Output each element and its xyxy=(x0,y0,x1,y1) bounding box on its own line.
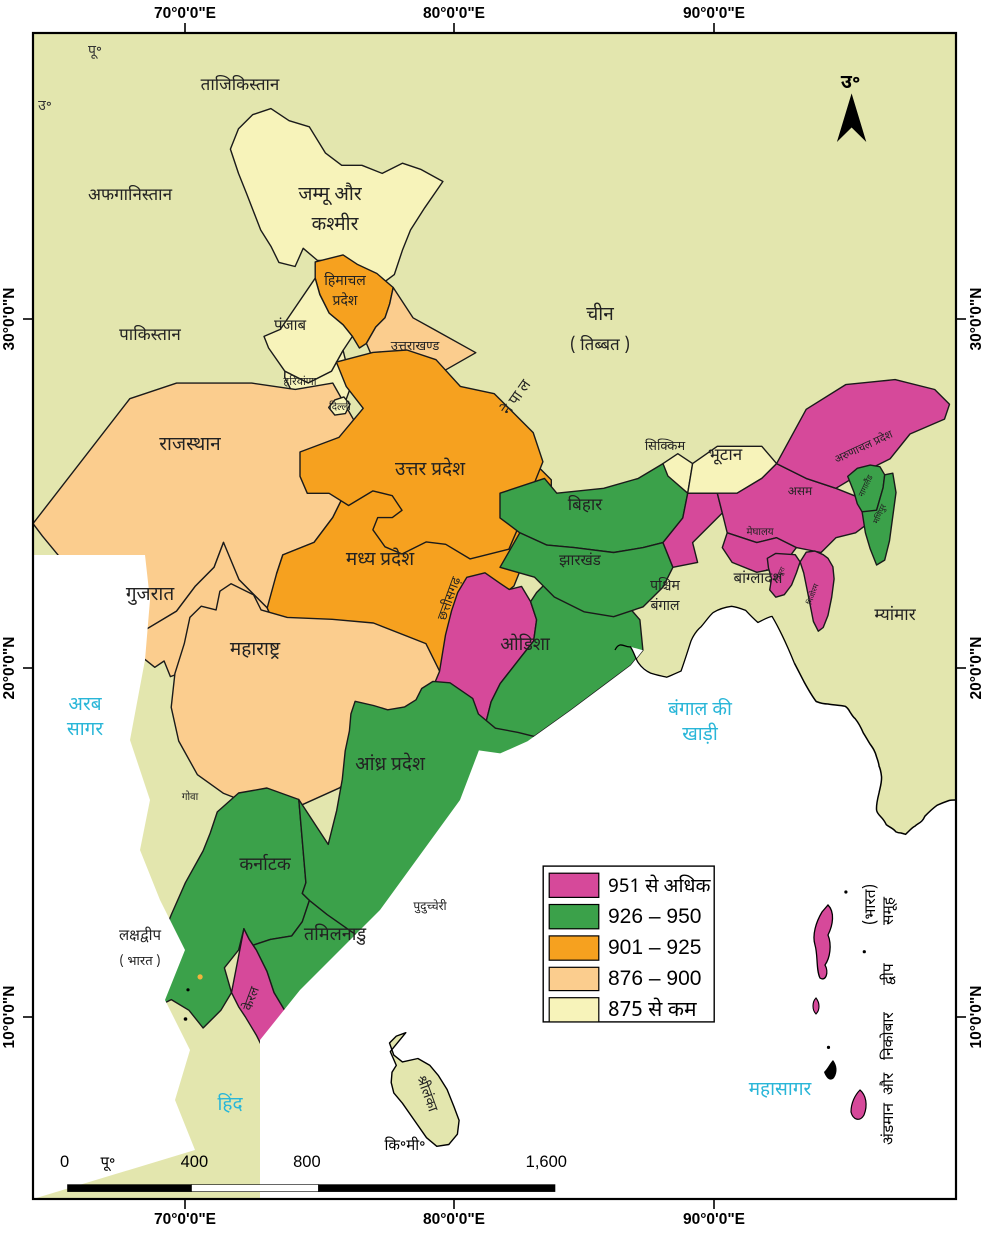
svg-text:400: 400 xyxy=(181,1153,209,1171)
svg-text:पू॰: पू॰ xyxy=(88,42,102,61)
svg-text:20°0'0"N: 20°0'0"N xyxy=(968,637,985,700)
svg-text:80°0'0"E: 80°0'0"E xyxy=(423,5,485,22)
svg-text:0: 0 xyxy=(60,1153,69,1171)
svg-text:प्रदेश: प्रदेश xyxy=(333,291,358,311)
svg-text:उ॰: उ॰ xyxy=(841,71,861,96)
svg-text:निकोबार: निकोबार xyxy=(879,1012,900,1060)
svg-text:कश्मीर: कश्मीर xyxy=(312,213,360,238)
svg-text:मेघालय: मेघालय xyxy=(746,526,773,540)
svg-text:10°0'0"N: 10°0'0"N xyxy=(1,986,18,1049)
svg-text:मध्य प्रदेश: मध्य प्रदेश xyxy=(346,547,415,573)
svg-text:तमिलनाडु: तमिलनाडु xyxy=(304,924,367,948)
svg-text:भूटान: भूटान xyxy=(708,445,743,467)
svg-text:कि॰मी॰: कि॰मी॰ xyxy=(384,1137,425,1157)
svg-text:सागर: सागर xyxy=(67,718,104,743)
svg-text:30°0'0"N: 30°0'0"N xyxy=(1,288,18,351)
svg-text:अरब: अरब xyxy=(68,693,102,718)
svg-text:( तिब्बत ): ( तिब्बत ) xyxy=(570,334,630,357)
svg-text:पुदुच्चेरी: पुदुच्चेरी xyxy=(413,898,447,915)
svg-text:महासागर: महासागर xyxy=(749,1078,813,1103)
svg-text:बिहार: बिहार xyxy=(568,494,604,517)
svg-text:हरियांणा: हरियांणा xyxy=(283,375,316,390)
svg-text:द्वीप: द्वीप xyxy=(879,962,900,985)
svg-text:गुजरात: गुजरात xyxy=(126,583,175,608)
svg-text:951 से अधिक: 951 से अधिक xyxy=(608,874,711,900)
svg-text:बंगाल की: बंगाल की xyxy=(668,697,733,723)
svg-text:800: 800 xyxy=(293,1153,321,1171)
svg-text:पश्चिम: पश्चिम xyxy=(650,577,680,596)
svg-text:सिक्किम: सिक्किम xyxy=(645,438,686,456)
svg-text:पंजाब: पंजाब xyxy=(274,317,307,337)
svg-text:जम्मू और: जम्मू और xyxy=(298,183,363,208)
svg-text:पू॰: पू॰ xyxy=(101,1155,116,1174)
svg-text:10°0'0"N: 10°0'0"N xyxy=(968,986,985,1049)
svg-text:लक्षद्वीप: लक्षद्वीप xyxy=(119,927,161,947)
svg-text:महाराष्ट्र: महाराष्ट्र xyxy=(230,638,281,663)
svg-text:70°0'0"E: 70°0'0"E xyxy=(154,1211,216,1228)
svg-text:901 – 925: 901 – 925 xyxy=(608,936,701,959)
svg-text:20°0'0"N: 20°0'0"N xyxy=(1,637,18,700)
svg-text:1,600: 1,600 xyxy=(526,1153,567,1171)
svg-text:कर्नाटक: कर्नाटक xyxy=(239,853,292,878)
svg-text:दिल्ली: दिल्ली xyxy=(329,401,351,415)
svg-text:70°0'0"E: 70°0'0"E xyxy=(154,5,216,22)
svg-text:असम: असम xyxy=(788,484,813,500)
svg-text:समूह: समूह xyxy=(880,896,900,925)
svg-text:ताजिकिस्तान: ताजिकिस्तान xyxy=(201,74,280,97)
svg-text:उत्तराखण्ड: उत्तराखण्ड xyxy=(391,339,441,356)
svg-text:926 – 950: 926 – 950 xyxy=(608,905,701,928)
svg-text:( भारत ): ( भारत ) xyxy=(119,954,160,971)
svg-text:875 से कम: 875 से कम xyxy=(608,997,697,1025)
svg-text:और: और xyxy=(879,1072,900,1095)
svg-text:गोवा: गोवा xyxy=(182,791,199,805)
svg-text:अंडमान: अंडमान xyxy=(879,1103,900,1145)
svg-text:बंगाल: बंगाल xyxy=(651,597,681,616)
svg-text:(भारत): (भारत) xyxy=(861,884,882,925)
svg-text:राजस्थान: राजस्थान xyxy=(159,433,221,458)
svg-text:हिंद: हिंद xyxy=(217,1092,243,1118)
svg-text:हिमाचल: हिमाचल xyxy=(324,272,366,291)
svg-text:80°0'0"E: 80°0'0"E xyxy=(423,1211,485,1228)
svg-text:उत्तर प्रदेश: उत्तर प्रदेश xyxy=(395,457,466,483)
svg-text:876 – 900: 876 – 900 xyxy=(608,967,701,990)
svg-text:चीन: चीन xyxy=(586,303,614,328)
svg-text:झारखंड: झारखंड xyxy=(559,552,602,572)
svg-text:उ॰: उ॰ xyxy=(38,97,52,116)
svg-text:खाड़ी: खाड़ी xyxy=(682,723,719,748)
svg-text:90°0'0"E: 90°0'0"E xyxy=(683,5,745,22)
svg-text:ओडिशा: ओडिशा xyxy=(500,634,550,658)
svg-text:म्यांमार: म्यांमार xyxy=(874,605,916,627)
svg-text:अफगानिस्तान: अफगानिस्तान xyxy=(88,184,173,207)
svg-text:30°0'0"N: 30°0'0"N xyxy=(968,288,985,351)
svg-text:आंध्र प्रदेश: आंध्र प्रदेश xyxy=(355,752,426,778)
svg-text:पाकिस्तान: पाकिस्तान xyxy=(119,324,181,347)
svg-text:90°0'0"E: 90°0'0"E xyxy=(683,1211,745,1228)
